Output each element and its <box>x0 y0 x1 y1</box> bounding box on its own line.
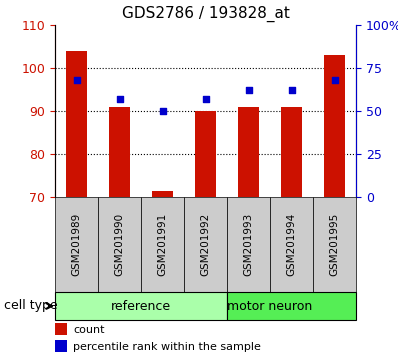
Bar <box>324 55 345 197</box>
Bar <box>184 197 227 292</box>
Bar <box>109 107 130 197</box>
Bar <box>313 197 356 292</box>
Bar <box>270 197 313 292</box>
Bar <box>281 107 302 197</box>
Bar <box>55 292 227 320</box>
Text: count: count <box>73 325 105 335</box>
Bar <box>55 197 98 292</box>
Text: GSM201994: GSM201994 <box>287 213 297 276</box>
Text: GSM201991: GSM201991 <box>158 213 168 276</box>
Bar <box>227 197 270 292</box>
Bar <box>141 197 184 292</box>
Bar <box>195 111 216 197</box>
Point <box>116 96 123 102</box>
Text: GSM201993: GSM201993 <box>244 213 254 276</box>
Point <box>159 108 166 114</box>
Point <box>202 96 209 102</box>
Bar <box>55 341 67 352</box>
Text: reference: reference <box>111 299 171 313</box>
Point <box>288 87 295 93</box>
Text: GSM201992: GSM201992 <box>201 213 211 276</box>
Point <box>331 77 338 83</box>
Bar <box>66 51 87 197</box>
Point <box>245 87 252 93</box>
Title: GDS2786 / 193828_at: GDS2786 / 193828_at <box>121 6 289 22</box>
Bar <box>152 190 173 197</box>
Text: GSM201995: GSM201995 <box>330 213 339 276</box>
Bar <box>227 292 356 320</box>
Bar <box>98 197 141 292</box>
Bar <box>238 107 259 197</box>
Text: percentile rank within the sample: percentile rank within the sample <box>73 342 261 352</box>
Text: GSM201989: GSM201989 <box>72 213 82 276</box>
Bar <box>55 324 67 335</box>
Text: cell type: cell type <box>4 299 58 313</box>
Text: motor neuron: motor neuron <box>227 299 312 313</box>
Text: GSM201990: GSM201990 <box>115 213 125 276</box>
Point <box>73 77 80 83</box>
